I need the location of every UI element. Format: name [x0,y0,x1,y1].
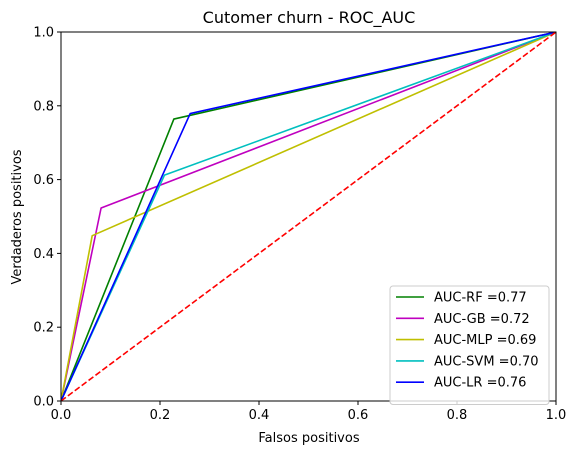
y-tick-label: 0.0 [33,395,54,410]
legend: AUC-RF =0.77 AUC-GB =0.72 AUC-MLP =0.69 AUC… [389,285,550,405]
series-line-2 [61,32,556,401]
legend-label: AUC-RF =0.77 [434,291,527,306]
chart-title: Cutomer churn - ROC_AUC [203,8,416,28]
x-tick-label: 0.6 [348,408,369,423]
y-tick-label: 0.4 [33,247,54,262]
axes-frame [60,31,557,402]
x-tick-label: 0.4 [249,408,270,423]
plot-area [61,32,556,401]
y-tick-label: 0.8 [33,99,54,114]
x-tick-label: 0.2 [150,408,171,423]
legend-label: AUC-SVM =0.70 [434,354,539,369]
legend-label: AUC-MLP =0.69 [434,333,536,348]
x-tick-label: 0.8 [447,408,468,423]
axis-ticks: 0.0 0.2 0.4 0.6 0.8 1.0 0.0 0.2 0.4 0.6 0.8 1.0 [33,26,566,424]
y-axis-title: Verdaderos positivos [10,149,25,284]
legend-label: AUC-LR =0.76 [434,376,526,391]
series-line-3 [61,32,556,401]
y-tick-label: 0.2 [33,321,54,336]
y-tick-label: 1.0 [33,26,54,41]
legend-label: AUC-GB =0.72 [434,312,530,327]
y-tick-label: 0.6 [33,173,54,188]
x-tick-label: 0.0 [51,408,72,423]
legend-box [389,285,550,405]
x-tick-label: 1.0 [546,408,567,423]
series-line-5 [61,32,556,401]
x-axis-title: Falsos positivos [258,431,359,446]
